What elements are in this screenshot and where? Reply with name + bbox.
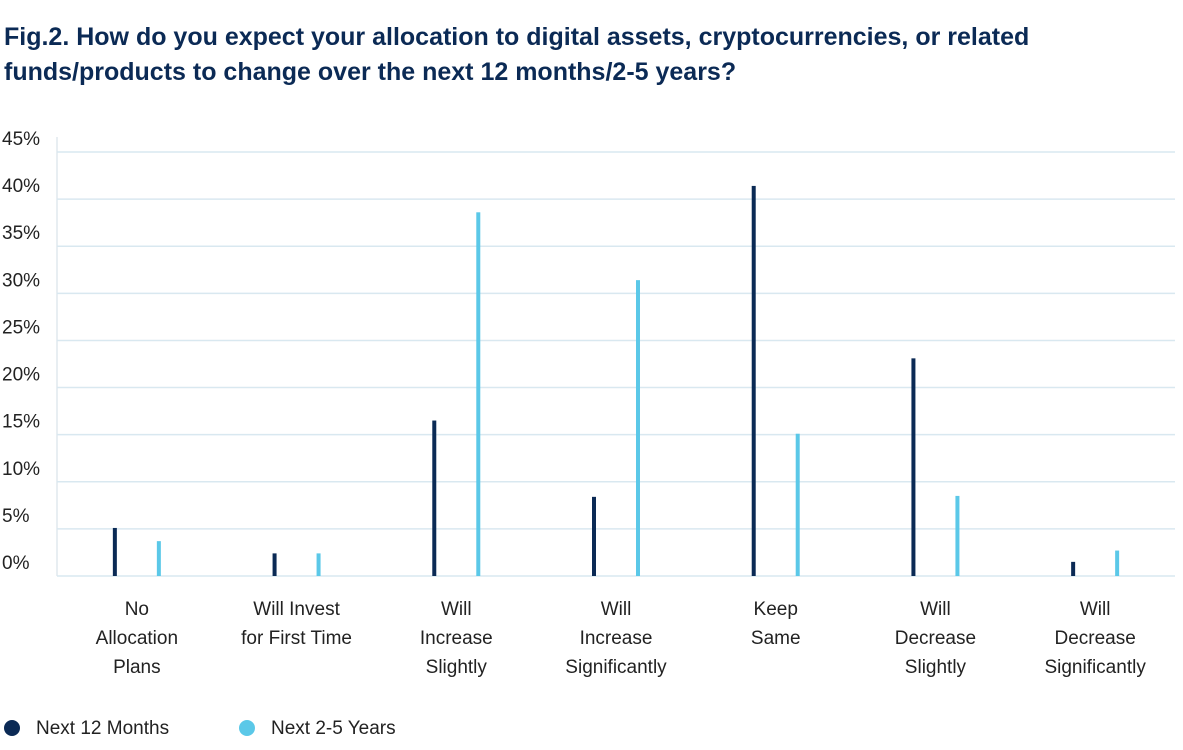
x-tick-label: Increase xyxy=(580,628,653,649)
x-tick-label: Will xyxy=(920,599,951,620)
y-tick-label: 20% xyxy=(2,365,40,386)
y-tick-label: 45% xyxy=(2,129,40,150)
legend-label: Next 12 Months xyxy=(36,718,169,739)
x-tick-label: Same xyxy=(751,628,801,649)
x-tick-label: Plans xyxy=(113,657,161,678)
bar xyxy=(1115,550,1120,576)
x-tick-label: Will xyxy=(441,599,472,620)
bar xyxy=(955,495,960,576)
bar xyxy=(272,553,277,576)
y-tick-label: 40% xyxy=(2,176,40,197)
x-tick-label: No xyxy=(125,599,149,620)
x-tick-label: Slightly xyxy=(426,657,488,678)
legend-label: Next 2-5 Years xyxy=(271,718,396,739)
x-tick-label: Allocation xyxy=(96,628,178,649)
y-tick-label: 10% xyxy=(2,459,40,480)
bar xyxy=(911,358,916,576)
x-tick-label: Will Invest xyxy=(253,599,340,620)
x-tick-label: Decrease xyxy=(1054,628,1135,649)
bar xyxy=(795,433,800,576)
x-tick-label: for First Time xyxy=(241,628,352,649)
x-tick-label: Significantly xyxy=(1044,657,1146,678)
x-tick-label: Slightly xyxy=(905,657,967,678)
bar xyxy=(316,553,321,576)
bar xyxy=(1071,561,1076,576)
x-tick-label: Decrease xyxy=(895,628,976,649)
y-tick-label: 25% xyxy=(2,317,40,338)
x-tick-label: Significantly xyxy=(565,657,667,678)
y-tick-label: 5% xyxy=(2,506,30,527)
y-tick-label: 15% xyxy=(2,412,40,433)
legend-marker xyxy=(239,720,255,736)
y-tick-label: 30% xyxy=(2,270,40,291)
x-tick-label: Keep xyxy=(754,599,798,620)
legend-marker xyxy=(4,720,20,736)
bar xyxy=(432,420,437,576)
y-tick-label: 35% xyxy=(2,223,40,244)
x-tick-label: Will xyxy=(1080,599,1111,620)
bar xyxy=(476,212,481,576)
chart-title: Fig.2. How do you expect your allocation… xyxy=(4,23,1030,86)
x-tick-label: Increase xyxy=(420,628,493,649)
bar xyxy=(112,527,117,576)
bar xyxy=(592,496,596,576)
bar xyxy=(751,185,756,577)
x-tick-label: Will xyxy=(601,599,632,620)
y-tick-label: 0% xyxy=(2,553,30,574)
bar xyxy=(636,280,640,576)
bar xyxy=(156,541,161,576)
